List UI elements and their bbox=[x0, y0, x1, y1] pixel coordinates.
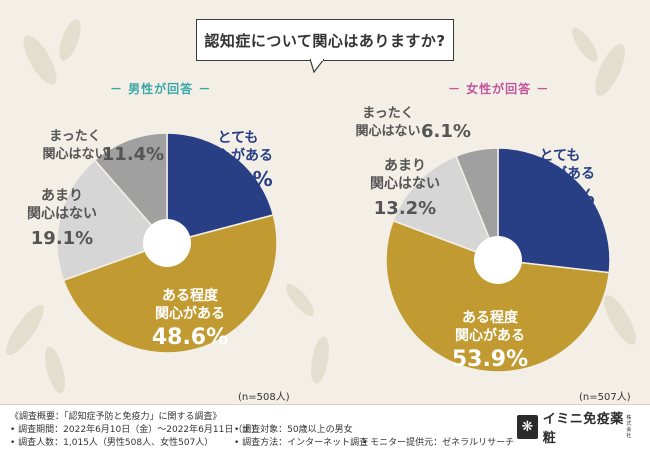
male-very-interested-value-label: 20.9% bbox=[203, 167, 272, 191]
male-not-very-interested-label-line1: あまり bbox=[41, 188, 83, 204]
survey-respondents: • 調査人数：1,015人（男性508人、女性507人） bbox=[10, 438, 214, 448]
female-not-at-all-interested-label-line2: 関心はない bbox=[355, 124, 420, 139]
female-slice-not-at-all-interested bbox=[455, 147, 499, 261]
female-slice-somewhat-interested bbox=[385, 219, 611, 373]
male-not-at-all-interested-label-line1: まったく bbox=[49, 129, 100, 144]
survey-target: • 調査対象：50歳以上の男女 bbox=[234, 425, 353, 435]
female-pie-labels: とても関心がある26.8%ある程度関心がある53.9%あまり関心はない13.2%… bbox=[355, 106, 595, 372]
male-slice-not-at-all-interested bbox=[93, 132, 168, 246]
male-sample-size: (n=508人) bbox=[238, 392, 290, 403]
female-very-interested-value-label: 26.8% bbox=[525, 185, 594, 209]
female-section-label: － 女性が回答 － bbox=[448, 82, 550, 96]
male-section-label: － 男性が回答 － bbox=[110, 82, 212, 96]
female-not-very-interested-value-label: 13.2% bbox=[374, 198, 436, 219]
brand-suffix: 株式会社 bbox=[626, 415, 632, 439]
male-not-at-all-interested-label-line2: 関心はない bbox=[42, 147, 107, 162]
survey-footer: 《調査概要：「認知症予防と免疫力」に関する調査》 • 調査期間：2022年6月1… bbox=[0, 404, 650, 451]
female-somewhat-interested-label-line2: 関心がある bbox=[455, 327, 525, 344]
brand-emblem-icon: ❋ bbox=[517, 415, 538, 439]
female-slice-very-interested bbox=[497, 147, 611, 274]
survey-period: • 調査期間：2022年6月10日（金）～2022年6月11日（土） bbox=[10, 425, 261, 435]
male-pie-chart bbox=[56, 132, 278, 354]
male-very-interested-label-line1: とても bbox=[218, 130, 259, 146]
female-somewhat-interested-label-line1: ある程度 bbox=[462, 309, 519, 326]
female-donut-hole bbox=[474, 236, 522, 284]
male-donut-hole bbox=[143, 219, 191, 267]
chart-title: 認知症について関心はありますか? bbox=[196, 19, 454, 61]
female-not-very-interested-label-line1: あまり bbox=[384, 158, 426, 174]
male-somewhat-interested-value-label: 48.6% bbox=[152, 325, 228, 350]
male-not-at-all-interested-value-label: 11.4% bbox=[102, 144, 164, 165]
female-sample-size: (n=507人) bbox=[579, 392, 631, 403]
male-slice-somewhat-interested bbox=[62, 214, 278, 354]
male-slice-very-interested bbox=[166, 132, 275, 244]
female-not-at-all-interested-value-label: 6.1% bbox=[421, 121, 471, 142]
female-not-at-all-interested-label-line1: まったく bbox=[362, 106, 413, 121]
male-somewhat-interested-label-line2: 関心がある bbox=[155, 305, 225, 322]
female-very-interested-label-line1: とても bbox=[540, 148, 581, 164]
brand-name: イミニ免疫薬粧 bbox=[542, 412, 624, 446]
male-somewhat-interested-label-line1: ある程度 bbox=[162, 287, 219, 304]
survey-provider: • モニター提供元：ゼネラルリサーチ bbox=[362, 438, 515, 448]
female-very-interested-label-line2: 関心がある bbox=[525, 165, 595, 182]
male-very-interested-label-line2: 関心がある bbox=[203, 147, 273, 164]
brand-logo: ❋ イミニ免疫薬粧 株式会社 bbox=[517, 412, 635, 446]
male-slice-not-very-interested bbox=[56, 158, 169, 282]
female-slice-not-very-interested bbox=[392, 155, 500, 262]
male-not-very-interested-value-label: 19.1% bbox=[31, 228, 93, 249]
female-pie-chart bbox=[385, 147, 611, 373]
title-speech-tail bbox=[310, 59, 324, 73]
survey-name: 《調査概要：「認知症予防と免疫力」に関する調査》 bbox=[10, 412, 222, 422]
background-leaves bbox=[6, 19, 637, 394]
male-pie-labels: とても関心がある20.9%ある程度関心がある48.6%あまり関心はない19.1%… bbox=[27, 129, 273, 350]
female-somewhat-interested-value-label: 53.9% bbox=[452, 347, 528, 372]
male-not-very-interested-label-line2: 関心はない bbox=[27, 206, 97, 222]
female-not-very-interested-label-line2: 関心はない bbox=[370, 176, 440, 192]
survey-method: • 調査方法：インターネット調査 bbox=[234, 438, 369, 448]
